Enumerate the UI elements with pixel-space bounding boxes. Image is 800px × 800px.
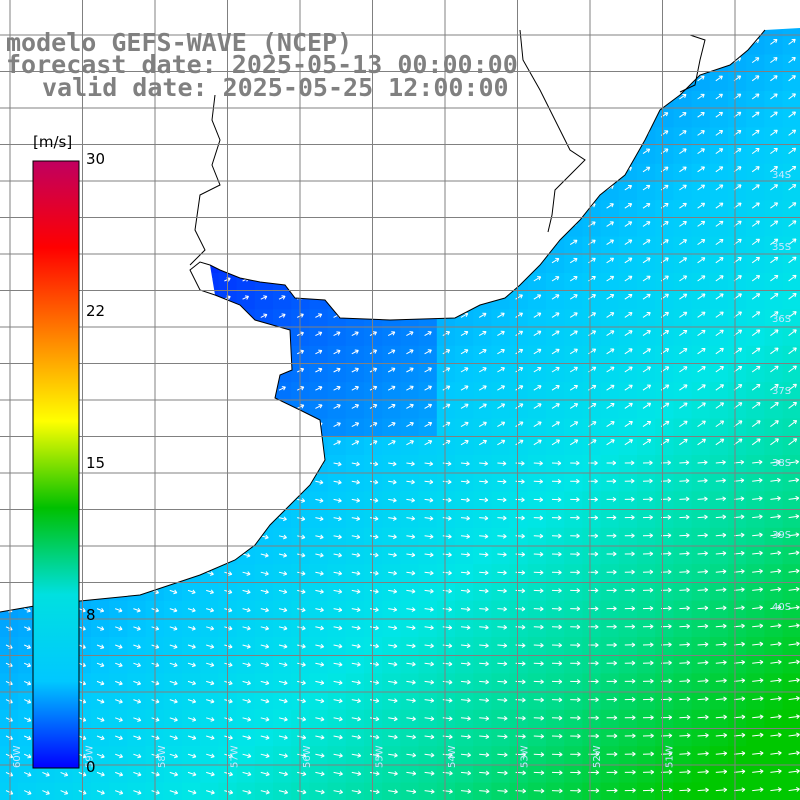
- lon-label: 53W: [520, 745, 531, 768]
- colorbar-tick-8: 8: [86, 606, 96, 624]
- lon-label: 57W: [230, 745, 241, 768]
- colorbar: [32, 160, 80, 769]
- lat-label: 40S: [772, 602, 791, 613]
- colorbar-tick-0: 0: [86, 758, 96, 776]
- lon-label: 52W: [592, 745, 603, 768]
- lat-label: 39S: [772, 530, 791, 541]
- lon-label: 54W: [447, 745, 458, 768]
- colorbar-unit-label: [m/s]: [33, 133, 73, 151]
- forecast-date: forecast date: 2025-05-13 00:00:00: [6, 50, 518, 79]
- lat-label: 34S: [772, 170, 791, 181]
- lat-label: 36S: [772, 314, 791, 325]
- lon-label: 60W: [12, 745, 23, 768]
- lon-label: 51W: [665, 745, 676, 768]
- lon-label: 55W: [375, 745, 386, 768]
- lat-label: 38S: [772, 458, 791, 469]
- longitude-labels: 60W 59W 58W 57W 56W 55W 54W 53W 52W 51W: [12, 745, 676, 768]
- lon-label: 59W: [85, 745, 96, 768]
- model-title: modelo GEFS-WAVE (NCEP): [6, 28, 353, 57]
- lat-label: 37S: [772, 386, 791, 397]
- colorbar-fill: [32, 160, 80, 769]
- lat-label: 35S: [772, 242, 791, 253]
- lon-label: 58W: [157, 745, 168, 768]
- colorbar-tick-30: 30: [86, 150, 106, 168]
- colorbar-tick-22: 22: [86, 302, 106, 320]
- valid-date: valid date: 2025-05-25 12:00:00: [42, 73, 509, 102]
- colorbar-tick-15: 15: [86, 454, 106, 472]
- land-mask: [0, 29, 766, 613]
- latitude-labels: 34S 35S 36S 37S 38S 39S 40S: [772, 170, 791, 613]
- lon-label: 56W: [302, 745, 313, 768]
